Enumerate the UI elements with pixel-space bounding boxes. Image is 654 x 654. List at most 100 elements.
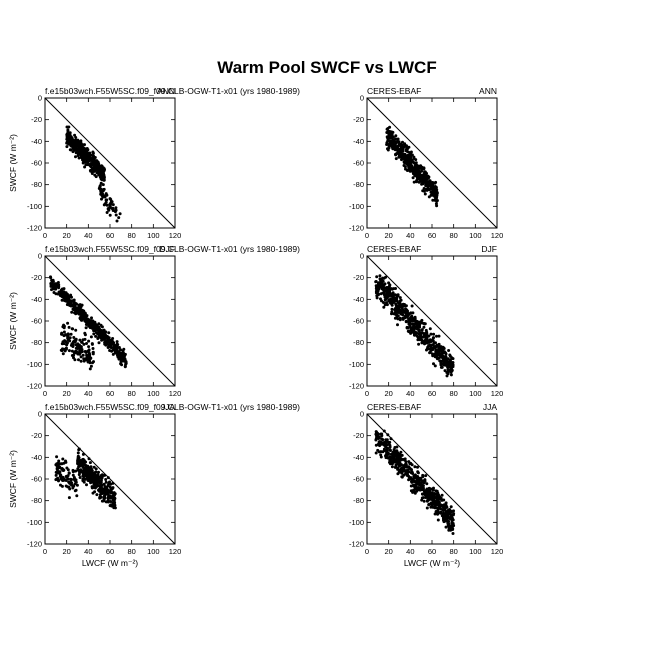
data-point: [407, 317, 411, 321]
data-point: [54, 473, 58, 477]
data-point: [92, 164, 96, 168]
data-point: [110, 349, 114, 353]
x-tick-label: 120: [169, 389, 182, 398]
data-point: [400, 145, 404, 149]
y-tick-label: -80: [31, 496, 42, 505]
data-point: [446, 372, 450, 376]
data-point: [67, 471, 71, 475]
y-tick-label: -20: [353, 431, 364, 440]
data-point: [78, 338, 82, 342]
y-axis-label: SWCF (W m⁻²): [8, 134, 18, 192]
data-point: [447, 349, 451, 352]
data-point: [386, 294, 390, 298]
data-point: [103, 336, 107, 340]
data-point: [402, 152, 406, 156]
y-tick-label: -120: [349, 224, 364, 233]
data-point: [447, 523, 451, 527]
data-point: [419, 478, 423, 482]
data-point: [382, 447, 386, 451]
data-point: [87, 345, 91, 349]
data-point: [427, 334, 431, 338]
data-point: [413, 491, 417, 495]
data-point: [376, 448, 380, 452]
y-tick-label: -80: [31, 338, 42, 347]
data-point: [426, 488, 430, 492]
panel-obs-ann: 0 20 40 60 80 100 120 0 -20 -40 -60 -80 -100 -120 CERE…: [349, 86, 503, 240]
data-point: [435, 191, 439, 195]
data-point: [443, 357, 447, 361]
data-point: [68, 487, 72, 491]
data-point: [386, 286, 390, 289]
data-point: [450, 364, 454, 367]
data-point: [397, 470, 401, 474]
data-point: [438, 353, 442, 357]
data-point: [374, 438, 378, 442]
panel-model-djf: 0 20 40 60 80 100 120 0 -20 -40 -60 -80 -100 -120 f.e1…: [8, 244, 300, 398]
data-point: [119, 348, 122, 352]
scatter-points: [374, 429, 456, 535]
data-point: [106, 338, 110, 342]
x-tick-label: 100: [469, 547, 482, 556]
data-point: [61, 341, 65, 345]
data-point: [108, 485, 112, 489]
data-point: [90, 342, 94, 346]
data-point: [411, 483, 415, 487]
data-point: [408, 169, 412, 173]
data-point: [87, 348, 91, 352]
panel-model-ann: 0 20 40 60 80 100 120 0 -20 -40 -60 -80 -100 -120 f.e1…: [8, 86, 300, 240]
data-point: [440, 493, 444, 497]
y-tick-label: -100: [27, 518, 42, 527]
data-point: [65, 141, 69, 145]
data-point: [424, 494, 428, 498]
y-tick-label: -60: [31, 159, 42, 168]
data-point: [71, 139, 75, 143]
data-point: [442, 520, 446, 524]
data-point: [76, 451, 80, 455]
data-point: [386, 136, 390, 140]
data-point: [83, 312, 87, 316]
data-point: [432, 494, 435, 497]
data-point: [388, 289, 391, 293]
data-point: [74, 346, 78, 350]
y-tick-label: -40: [31, 295, 42, 304]
data-point: [409, 471, 413, 475]
data-point: [394, 153, 398, 157]
data-point: [85, 342, 88, 345]
data-point: [418, 331, 422, 335]
data-point: [405, 325, 409, 329]
data-point: [423, 322, 427, 326]
data-point: [402, 466, 406, 470]
data-point: [434, 189, 437, 193]
data-point: [427, 503, 431, 507]
panel-title-left: f.e15b03wch.F55W5SC.f09_f09.CLB-OGW-T1-x…: [45, 402, 300, 412]
data-point: [69, 332, 73, 336]
data-point: [417, 172, 421, 176]
data-point: [442, 362, 446, 366]
data-point: [89, 356, 93, 360]
data-point: [395, 299, 399, 303]
x-tick-label: 60: [428, 389, 436, 398]
data-point: [91, 352, 95, 356]
data-point: [82, 473, 85, 477]
data-point: [411, 176, 415, 180]
data-point: [440, 514, 444, 518]
data-point: [64, 475, 68, 478]
panel-title-right: ANN: [157, 86, 175, 96]
data-point: [112, 506, 116, 510]
data-point: [67, 480, 71, 484]
data-point: [396, 467, 400, 471]
x-tick-label: 0: [43, 389, 47, 398]
data-point: [393, 139, 397, 143]
data-point: [59, 462, 63, 466]
data-point: [394, 287, 397, 290]
data-point: [444, 503, 448, 507]
data-point: [382, 301, 385, 304]
data-point: [95, 171, 99, 175]
data-point: [386, 456, 390, 460]
data-point: [85, 147, 89, 150]
data-point: [396, 317, 400, 321]
data-point: [67, 134, 71, 138]
data-point: [104, 343, 108, 347]
data-point: [61, 468, 65, 471]
